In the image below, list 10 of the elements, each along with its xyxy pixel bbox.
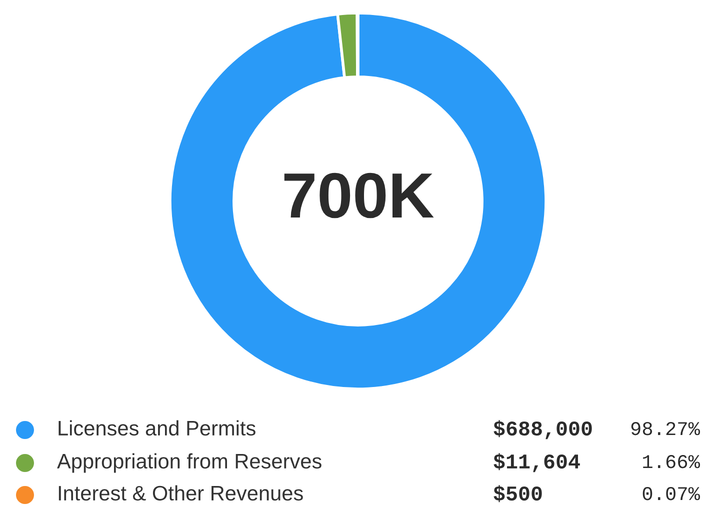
text: 1.66% bbox=[643, 455, 700, 468]
legend-label: Licenses and Permits bbox=[58, 420, 256, 436]
text: 700K bbox=[284, 172, 434, 218]
legend-label: Interest & Other Revenues bbox=[58, 485, 303, 501]
text: 0.07% bbox=[642, 487, 700, 500]
data-label: $500 bbox=[494, 485, 542, 502]
data-label: $11,604 bbox=[494, 453, 580, 472]
data-label: $688,000 bbox=[494, 420, 592, 440]
text: 98.27% bbox=[631, 422, 700, 436]
legend-label: Appropriation from Reserves bbox=[57, 453, 322, 473]
